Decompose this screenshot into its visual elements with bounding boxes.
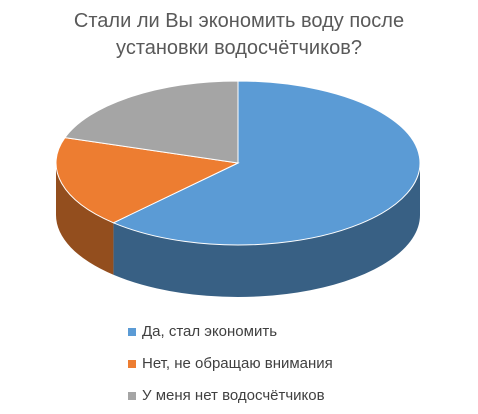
legend-marker <box>128 392 136 400</box>
legend-label: Да, стал экономить <box>142 323 277 340</box>
slice-side <box>55 163 114 275</box>
legend-label: Нет, не обращаю внимания <box>142 355 333 372</box>
chart-title: Стали ли Вы экономить воду после установ… <box>73 10 405 59</box>
slice <box>112 80 421 246</box>
slice <box>55 137 240 224</box>
legend-marker <box>128 328 136 336</box>
legend-label: У меня нет водосчётчиков <box>142 387 325 404</box>
slice-side <box>113 163 421 298</box>
slice <box>64 80 239 164</box>
legend-marker <box>128 360 136 368</box>
